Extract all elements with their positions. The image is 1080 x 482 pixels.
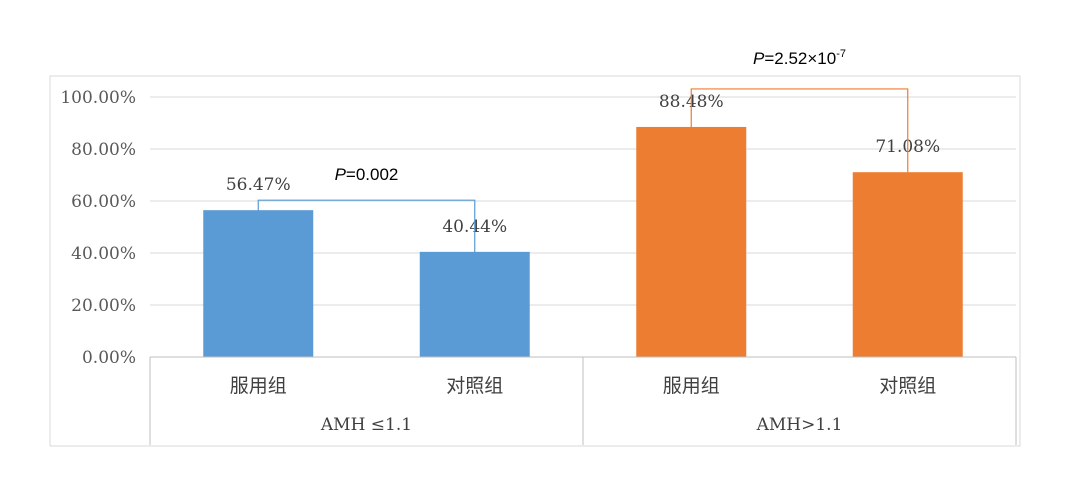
y-tick-label: 80.00% — [71, 140, 136, 160]
p-value-label: P=0.002 — [335, 165, 399, 184]
x-category-label: 对照组 — [879, 375, 936, 397]
x-category-label: 服用组 — [230, 375, 287, 397]
y-tick-label: 100.00% — [60, 88, 136, 108]
y-tick-label: 0.00% — [82, 348, 136, 368]
bar — [636, 126, 747, 358]
x-group-label: AMH ≤1.1 — [320, 415, 412, 435]
y-tick-label: 20.00% — [71, 296, 136, 316]
y-tick-label: 40.00% — [71, 244, 136, 264]
p-value-label: P=2.52×10-7 — [753, 48, 846, 68]
bar — [852, 172, 963, 357]
significance-bracket — [257, 199, 476, 342]
significance-bracket — [690, 88, 909, 173]
y-tick-label: 60.00% — [71, 192, 136, 212]
data-label: 56.47% — [226, 175, 291, 195]
x-category-label: 服用组 — [663, 375, 720, 397]
x-group-label: AMH>1.1 — [756, 415, 843, 435]
x-category-label: 对照组 — [446, 375, 503, 397]
